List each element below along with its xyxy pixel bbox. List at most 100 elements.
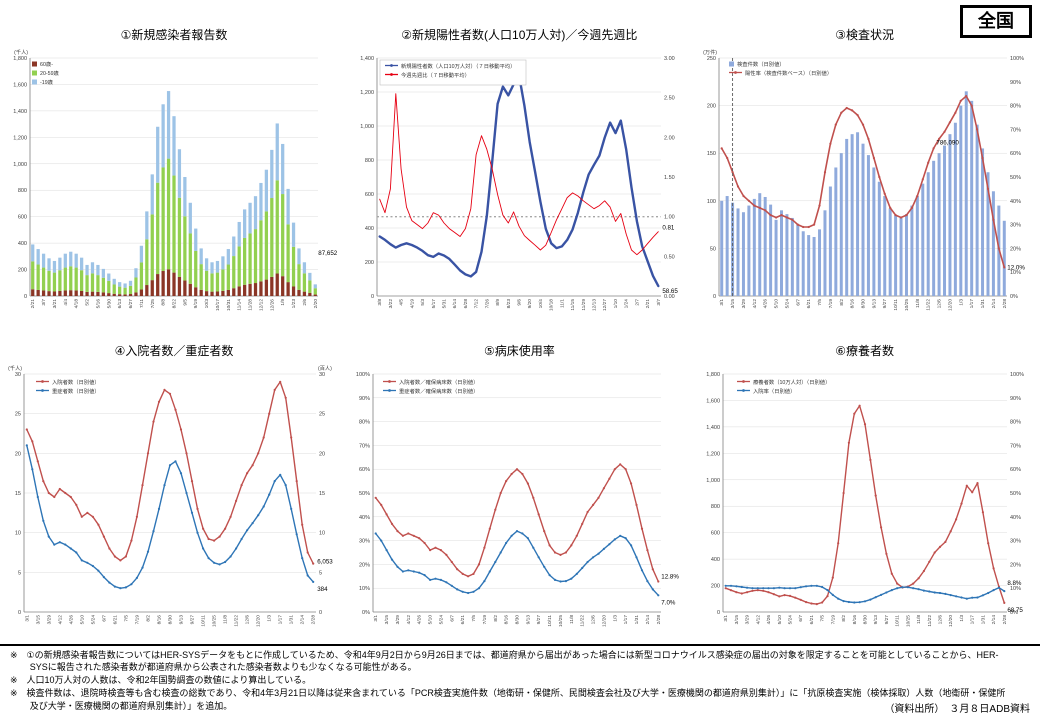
svg-text:6/7: 6/7 — [795, 299, 801, 306]
svg-text:10/25: 10/25 — [558, 615, 564, 627]
svg-text:20%: 20% — [1010, 562, 1021, 568]
svg-text:90%: 90% — [1010, 80, 1021, 86]
svg-text:1/17: 1/17 — [969, 299, 975, 309]
svg-text:3/29: 3/29 — [46, 615, 52, 625]
svg-text:2/28: 2/28 — [311, 615, 317, 625]
svg-text:200: 200 — [706, 104, 715, 110]
svg-text:1,400: 1,400 — [361, 56, 375, 62]
svg-text:1/17: 1/17 — [624, 615, 630, 625]
svg-text:2/6: 2/6 — [302, 299, 308, 306]
svg-text:50%: 50% — [1010, 491, 1021, 497]
svg-text:今週先週比（７日移動平均）: 今週先週比（７日移動平均） — [401, 71, 470, 79]
svg-text:0.50: 0.50 — [664, 254, 675, 260]
svg-text:6/28: 6/28 — [463, 299, 469, 309]
svg-text:60%: 60% — [359, 467, 370, 473]
svg-text:11/14: 11/14 — [237, 299, 243, 311]
chart-6-title: ⑥療養者数 — [835, 344, 895, 358]
svg-text:9/13: 9/13 — [179, 615, 185, 625]
svg-text:786,090: 786,090 — [936, 139, 959, 146]
svg-text:5/24: 5/24 — [90, 615, 96, 625]
svg-text:9/13: 9/13 — [873, 615, 879, 625]
svg-text:0.81: 0.81 — [663, 225, 676, 232]
svg-text:(万件): (万件) — [703, 48, 717, 56]
svg-text:10/31: 10/31 — [226, 299, 232, 311]
svg-text:90%: 90% — [1010, 396, 1021, 402]
svg-text:2/14: 2/14 — [991, 299, 997, 309]
svg-text:3/1: 3/1 — [723, 615, 729, 622]
svg-text:2.50: 2.50 — [664, 96, 675, 102]
svg-text:60歳-: 60歳- — [40, 60, 53, 68]
svg-text:2/7: 2/7 — [635, 299, 641, 306]
svg-text:7.0%: 7.0% — [662, 599, 677, 606]
svg-text:1,000: 1,000 — [706, 478, 720, 484]
svg-text:3/1: 3/1 — [719, 299, 725, 306]
svg-text:10/11: 10/11 — [547, 615, 553, 627]
svg-text:11/8: 11/8 — [914, 299, 920, 308]
svg-text:12/6: 12/6 — [937, 615, 943, 625]
svg-text:8/16: 8/16 — [504, 615, 510, 625]
svg-text:10%: 10% — [1010, 270, 1021, 276]
svg-text:3/15: 3/15 — [384, 615, 390, 625]
svg-text:12/26: 12/26 — [269, 299, 275, 311]
svg-text:58.65: 58.65 — [663, 288, 679, 295]
svg-text:3/15: 3/15 — [734, 615, 740, 625]
svg-text:12.0%: 12.0% — [1007, 264, 1025, 271]
svg-text:50%: 50% — [359, 491, 370, 497]
svg-text:20%: 20% — [1010, 246, 1021, 252]
svg-text:15: 15 — [319, 491, 325, 497]
svg-text:8/30: 8/30 — [860, 299, 866, 309]
svg-text:5/10: 5/10 — [773, 299, 779, 309]
svg-text:5/10: 5/10 — [79, 615, 85, 625]
svg-text:4/18: 4/18 — [74, 299, 80, 309]
svg-text:10/25: 10/25 — [904, 299, 910, 311]
source-label: （資料出所） ３月８日ADB資料 — [884, 704, 1030, 715]
svg-text:8/8: 8/8 — [161, 299, 167, 306]
svg-text:2/28: 2/28 — [656, 615, 662, 625]
svg-text:6/21: 6/21 — [809, 615, 815, 625]
svg-text:3/29: 3/29 — [741, 299, 747, 309]
svg-text:6/7: 6/7 — [450, 615, 456, 622]
svg-text:8/2: 8/2 — [145, 615, 151, 622]
svg-text:10/11: 10/11 — [201, 615, 207, 627]
svg-text:5/16: 5/16 — [95, 299, 101, 309]
svg-text:6/21: 6/21 — [460, 615, 466, 625]
svg-text:12/12: 12/12 — [258, 299, 264, 311]
svg-text:9/20: 9/20 — [528, 299, 534, 309]
svg-text:80%: 80% — [1010, 420, 1021, 426]
svg-text:12.8%: 12.8% — [662, 574, 680, 581]
svg-text:600: 600 — [365, 192, 374, 198]
svg-text:1,000: 1,000 — [361, 124, 375, 130]
svg-text:10/3: 10/3 — [204, 299, 210, 309]
svg-text:9/6: 9/6 — [517, 299, 523, 306]
svg-text:8/30: 8/30 — [168, 615, 174, 625]
svg-text:15: 15 — [15, 491, 21, 497]
svg-text:1,400: 1,400 — [706, 425, 720, 431]
svg-text:100%: 100% — [1010, 372, 1024, 378]
svg-text:10%: 10% — [1010, 586, 1021, 592]
svg-text:11/22: 11/22 — [925, 299, 931, 311]
svg-text:70%: 70% — [1010, 443, 1021, 449]
footer-divider — [0, 644, 1040, 646]
svg-text:11/8: 11/8 — [223, 615, 229, 624]
svg-text:10/11: 10/11 — [893, 299, 899, 311]
svg-text:新規陽性者数（人口10万人対）（７日移動平均）: 新規陽性者数（人口10万人対）（７日移動平均） — [401, 62, 515, 70]
svg-text:入院率（日別値）: 入院率（日別値） — [753, 387, 795, 395]
svg-text:5/10: 5/10 — [776, 615, 782, 625]
chart-3-body: 0 50 100 150 200 250 0% 10% 20% 30% 40% 50% 60% 70% 80… — [693, 44, 1037, 324]
svg-text:1/24: 1/24 — [624, 299, 630, 309]
svg-text:5/17: 5/17 — [431, 299, 437, 309]
svg-text:9/13: 9/13 — [526, 615, 532, 625]
svg-text:1,200: 1,200 — [706, 451, 720, 457]
svg-text:1,200: 1,200 — [13, 135, 27, 141]
chart-canvas-2: 0 200 400 600 800 1,000 1,200 1,400 0.00 0.50 1.00… — [361, 56, 679, 311]
svg-text:3/1: 3/1 — [374, 615, 380, 622]
svg-text:1/31: 1/31 — [634, 615, 640, 625]
svg-text:11/8: 11/8 — [916, 615, 922, 624]
svg-text:3/21: 3/21 — [52, 299, 58, 309]
svg-text:150: 150 — [706, 151, 715, 157]
svg-text:1,600: 1,600 — [706, 398, 720, 404]
svg-text:12/6: 12/6 — [936, 299, 942, 309]
footnote-1: ※ ①の新規感染者報告数についてはHER-SYSデータをもとに作成しているため、… — [10, 650, 999, 673]
